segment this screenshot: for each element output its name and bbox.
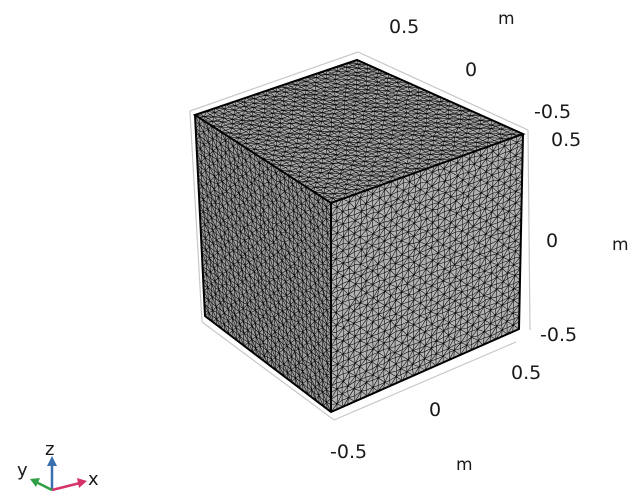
triad-x-axis-icon	[51, 481, 81, 492]
bottom-tick-2: -0.5	[330, 441, 367, 463]
bottom-tick-0: 0.5	[511, 362, 541, 384]
top-tick-2: -0.5	[534, 101, 571, 123]
cube-mesh	[192, 58, 526, 414]
cube-outline	[192, 58, 526, 414]
top-tick-1: 0	[465, 59, 477, 81]
triad-z-arrowhead-icon	[47, 456, 57, 466]
top-tick-0: 0.5	[389, 16, 419, 38]
bottom-axis: 0.5 0 -0.5 m	[330, 362, 541, 475]
triad-x-arrowhead-icon	[77, 478, 87, 488]
triad-x-label: x	[88, 469, 99, 490]
coordinate-triad: z y x	[17, 439, 99, 492]
triad-y-label: y	[17, 460, 28, 481]
triad-z-label: z	[45, 439, 54, 460]
bottom-tick-1: 0	[429, 399, 441, 421]
bounding-box	[189, 51, 531, 421]
right-axis-unit: m	[612, 235, 629, 255]
top-axis-unit: m	[498, 9, 515, 29]
triad-y-arrowhead-icon	[30, 478, 40, 487]
top-axis: 0.5 0 -0.5 m	[389, 9, 571, 123]
triad-y-axis-icon	[35, 480, 53, 492]
right-axis: 0.5 0 -0.5 m	[540, 129, 629, 346]
right-tick-2: -0.5	[540, 324, 577, 346]
right-tick-1: 0	[546, 230, 558, 252]
right-tick-0: 0.5	[551, 129, 581, 151]
bottom-axis-unit: m	[456, 455, 473, 475]
